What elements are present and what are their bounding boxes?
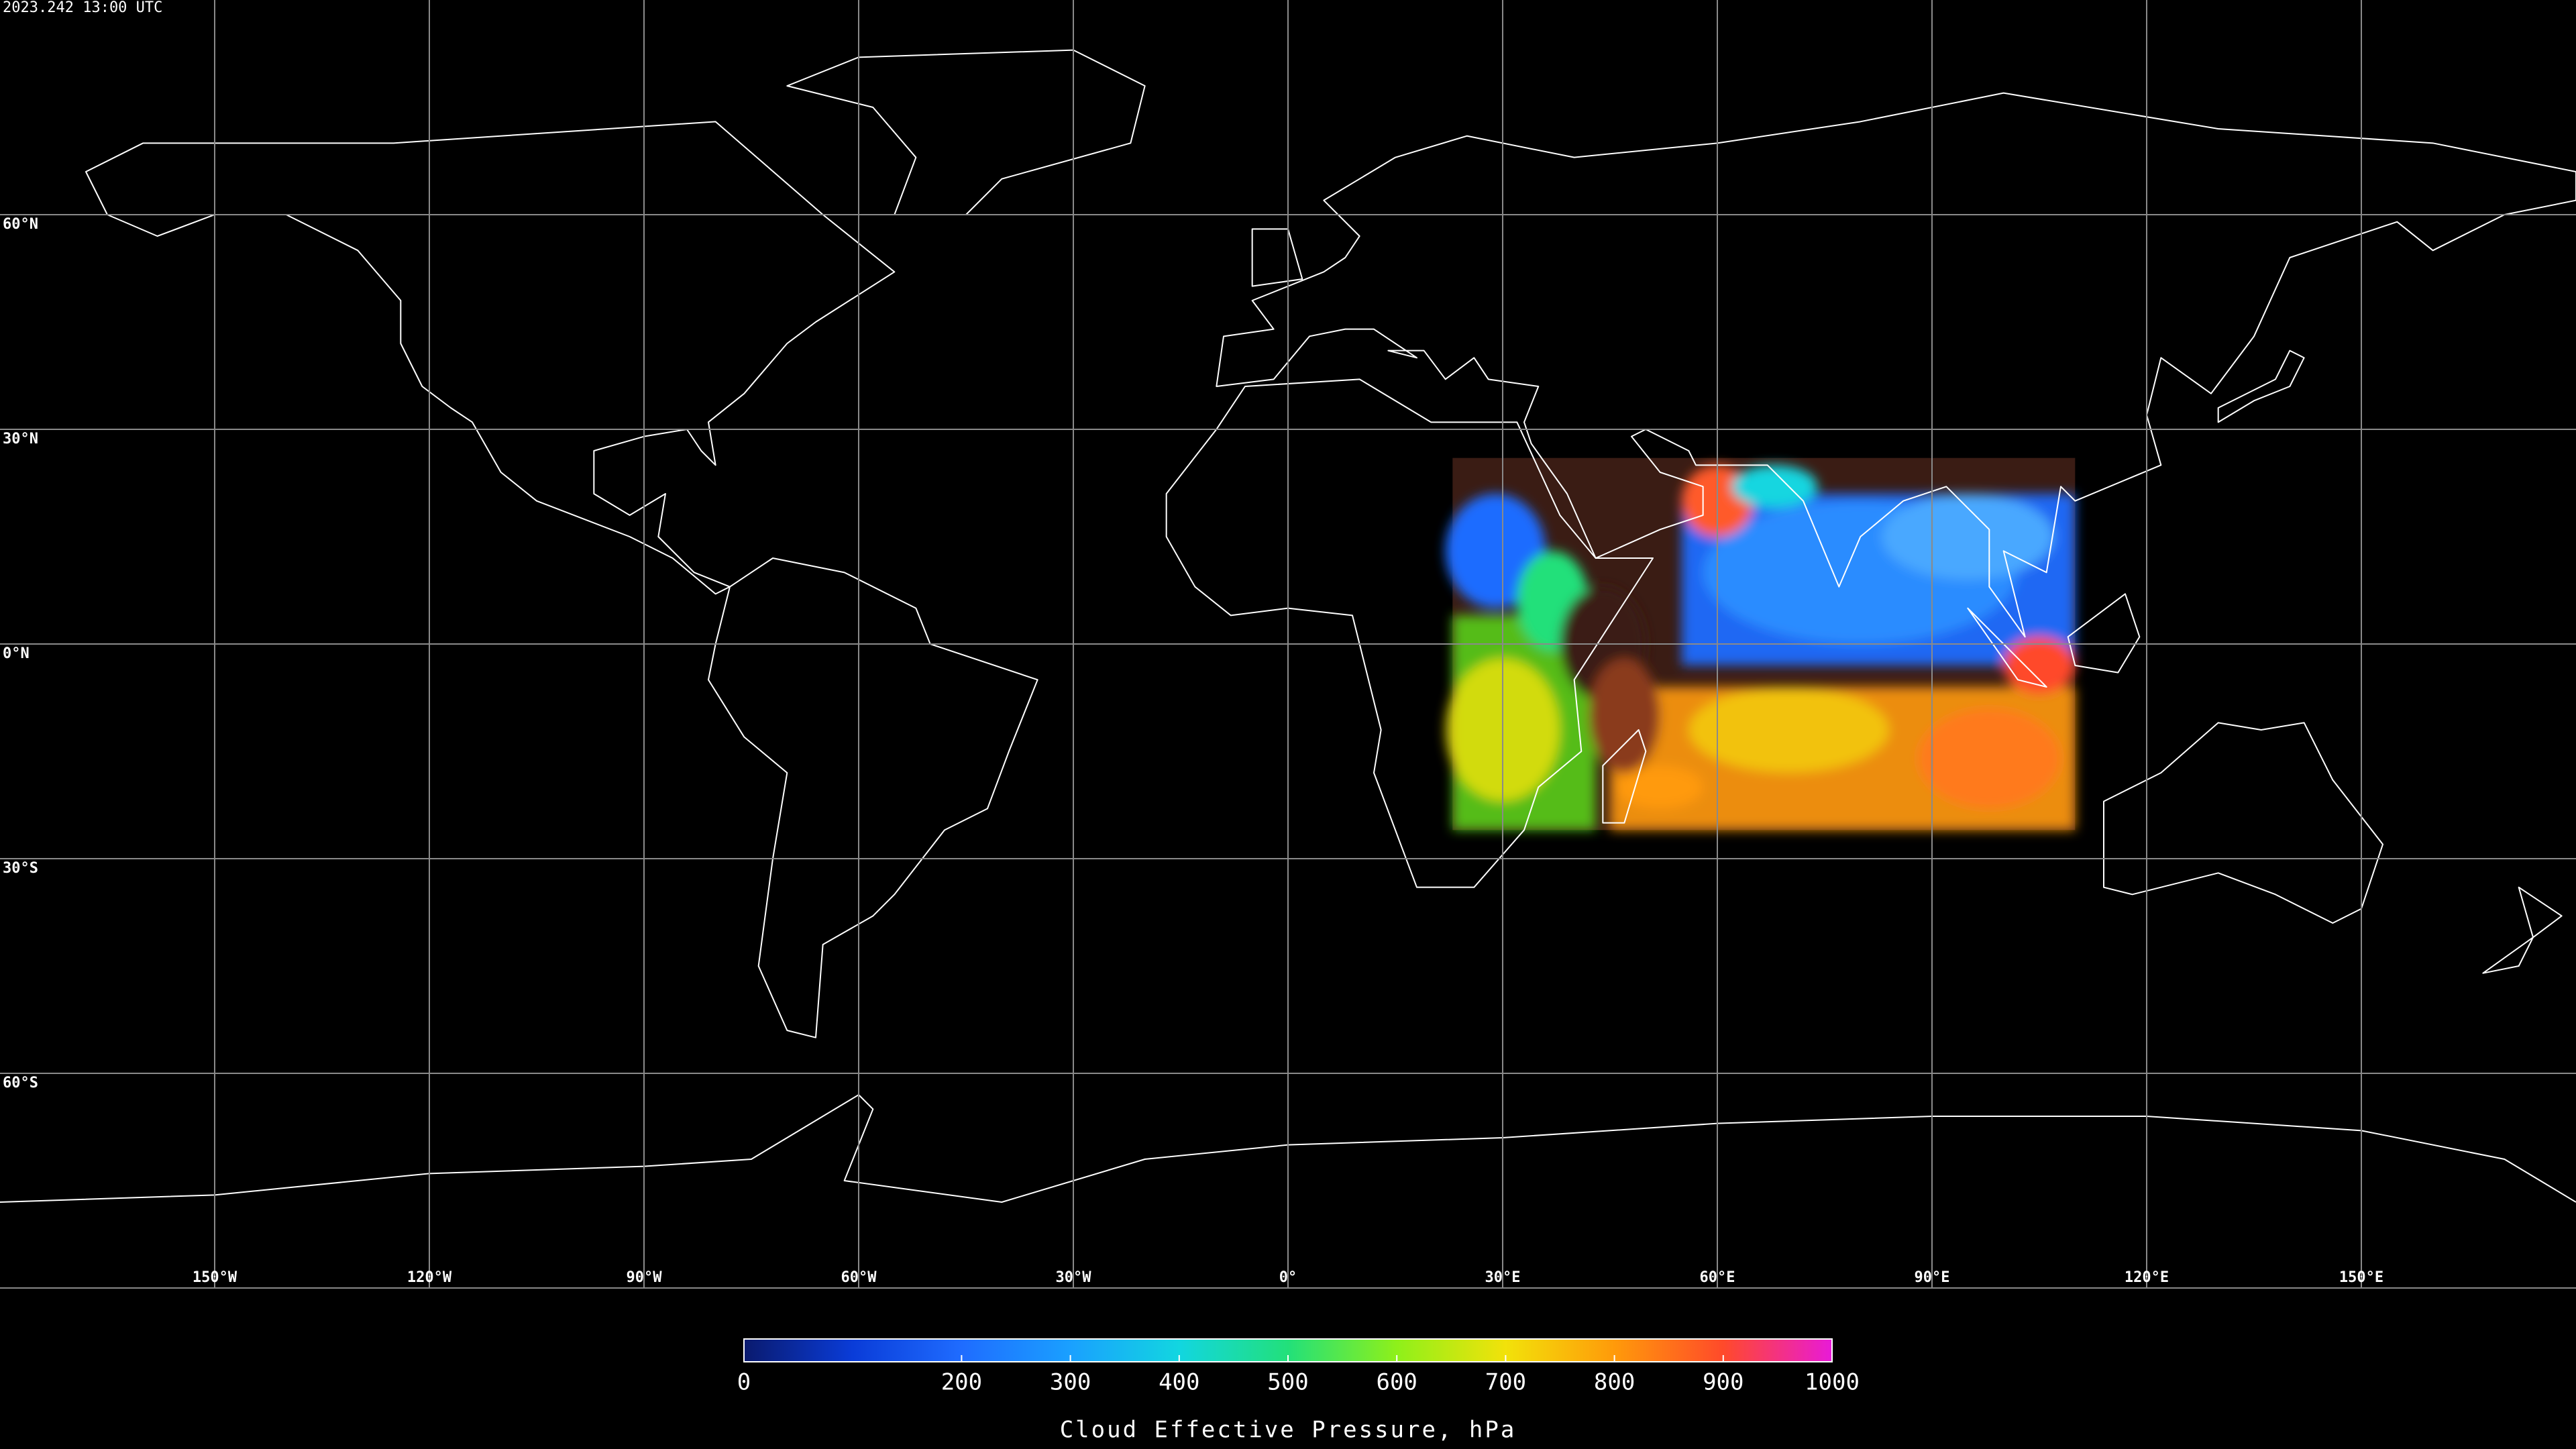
longitude-label: 120°E	[2125, 1269, 2169, 1286]
longitude-label: 30°E	[1485, 1269, 1521, 1286]
latitude-label: 60°S	[3, 1075, 38, 1091]
colorbar-tick-label: 500	[1267, 1369, 1308, 1396]
graticule: 60°N 30°N 0°N 30°S 60°S 150°W 120°W 90°W 60°W 30°…	[0, 0, 2576, 1288]
latitude-label: 30°N	[3, 431, 38, 447]
colorbar-tick-label: 300	[1050, 1369, 1091, 1396]
longitude-label: 150°W	[193, 1269, 237, 1286]
longitude-label: 150°E	[2339, 1269, 2383, 1286]
latitude-label: 60°N	[3, 216, 38, 233]
colorbar-tick-label: 200	[941, 1369, 982, 1396]
colorbar-tick-label: 600	[1376, 1369, 1417, 1396]
colorbar-tick-label: 800	[1594, 1369, 1635, 1396]
coastlines	[0, 50, 2576, 1202]
longitude-label: 0°	[1279, 1269, 1297, 1286]
longitude-label: 60°E	[1700, 1269, 1735, 1286]
longitude-label: 120°W	[407, 1269, 452, 1286]
colorbar-tick-label: 0	[737, 1369, 751, 1396]
colorbar: 0 200 300 400 500 600 700 800 900 1000 Cloud Effec…	[737, 1338, 1860, 1444]
colorbar-title: Cloud Effective Pressure, hPa	[1060, 1417, 1517, 1444]
colorbar-tick-label: 1000	[1805, 1369, 1860, 1396]
longitude-label: 30°W	[1056, 1269, 1092, 1286]
longitude-label: 90°W	[627, 1269, 663, 1286]
latitude-label: 0°N	[3, 645, 30, 662]
longitude-label: 60°W	[841, 1269, 877, 1286]
colorbar-tick-label: 900	[1703, 1369, 1743, 1396]
longitude-label: 90°E	[1915, 1269, 1950, 1286]
latitude-label: 30°S	[3, 860, 38, 877]
colorbar-tick-label: 400	[1159, 1369, 1199, 1396]
colorbar-tick-label: 700	[1485, 1369, 1526, 1396]
timestamp: 2023.242 13:00 UTC	[3, 0, 162, 16]
